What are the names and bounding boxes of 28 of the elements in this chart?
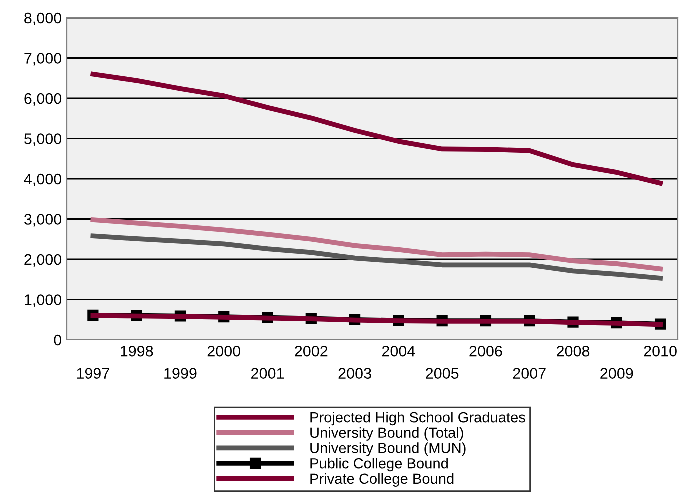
y-tick-label: 0	[54, 334, 62, 346]
x-tick-label: 2008	[557, 346, 590, 357]
x-tick-label: 2009	[600, 368, 634, 379]
x-tick-label: 1997	[77, 368, 110, 379]
x-tick-label: 2004	[382, 346, 416, 357]
x-tick-label: 2002	[295, 346, 328, 357]
y-tick-label: 8,000	[24, 12, 62, 26]
y-tick-label: 2,000	[24, 254, 62, 267]
x-tick-label: 2005	[426, 368, 459, 379]
y-tick-label: 7,000	[24, 53, 62, 66]
x-tick-label: 2000	[208, 346, 241, 357]
legend-label: Private College Bound	[310, 473, 454, 487]
x-tick-label: 2006	[470, 346, 502, 357]
legend-label: Public College Bound	[310, 458, 448, 472]
y-tick-label: 5,000	[24, 134, 62, 146]
y-tick-label: 4,000	[24, 174, 62, 186]
x-tick-label: 1998	[121, 346, 154, 357]
x-tick-label: 2010	[644, 346, 677, 357]
y-tick-label: 6,000	[24, 93, 62, 106]
legend-label: Projected High School Graduates	[310, 412, 526, 426]
x-tick-label: 1999	[164, 368, 197, 379]
x-tick-label: 2001	[252, 368, 284, 379]
x-tick-label: 2003	[338, 368, 372, 379]
legend-label: University Bound (Total)	[310, 427, 464, 441]
y-tick-label: 1,000	[25, 294, 62, 308]
legend-label: University Bound (MUN)	[310, 442, 466, 456]
y-tick-label: 3,000	[24, 214, 62, 227]
x-tick-label: 2007	[513, 368, 546, 379]
